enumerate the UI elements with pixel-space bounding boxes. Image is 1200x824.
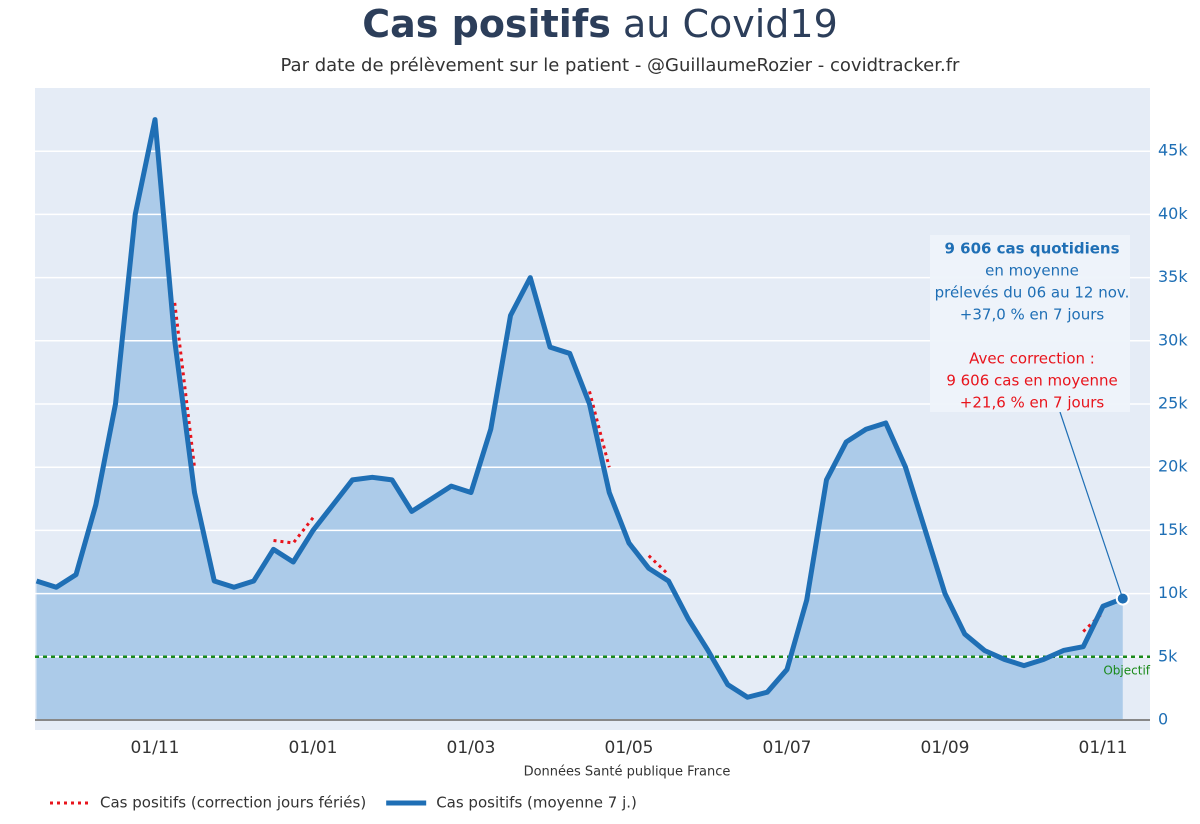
title-rest: au Covid19 (623, 2, 838, 46)
y-tick-label: 10k (1158, 583, 1188, 602)
chart-title: Cas positifs au Covid19 (362, 2, 838, 46)
y-tick-label: 20k (1158, 457, 1188, 476)
series-line (35, 117, 1124, 700)
y-tick-label: 40k (1158, 204, 1188, 223)
x-tick-label: 01/07 (763, 738, 812, 758)
x-tick-label: 01/05 (605, 738, 654, 758)
y-tick-label: 30k (1158, 330, 1188, 349)
annotation-box (930, 235, 1130, 412)
y-tick-label: 45k (1158, 141, 1188, 160)
annotation-correction: 9 606 cas en moyenne (946, 372, 1117, 390)
source: Données Santé publique France (524, 765, 731, 780)
objective-label: Objectif (1103, 663, 1150, 677)
annotation-correction: Avec correction : (969, 350, 1095, 368)
annotation-correction: +21,6 % en 7 jours (960, 394, 1105, 412)
y-tick-label: 0 (1158, 710, 1168, 729)
y-tick-label: 35k (1158, 267, 1188, 286)
x-tick-label: 01/11 (1079, 738, 1128, 758)
x-tick-label: 01/03 (447, 738, 496, 758)
area (36, 119, 1123, 721)
x-tick-label: 01/09 (921, 738, 970, 758)
plot: 0 5k 10k 15k 20k 25k 30k 35k 40k 45k 01/11 01/01 01/… (35, 117, 1188, 758)
annotation-text: en moyenne (985, 262, 1079, 280)
annotation-text: +37,0 % en 7 jours (960, 306, 1105, 324)
y-tick-label: 15k (1158, 520, 1188, 539)
x-tick-label: 01/11 (131, 738, 180, 758)
y-tick-label: 25k (1158, 394, 1188, 413)
title-bold: Cas positifs (362, 2, 611, 46)
legend-label: Cas positifs (moyenne 7 j.) (436, 794, 637, 812)
y-tick-label: 5k (1158, 646, 1178, 665)
annotation-pointer (1059, 411, 1124, 599)
annotation-text: 9 606 cas quotidiens (944, 240, 1119, 258)
subtitle: Par date de prélèvement sur le patient -… (281, 55, 961, 76)
annotation-text: prélevés du 06 au 12 nov. (935, 284, 1130, 302)
legend-label: Cas positifs (correction jours fériés) (100, 794, 366, 812)
x-tick-label: 01/01 (289, 738, 338, 758)
